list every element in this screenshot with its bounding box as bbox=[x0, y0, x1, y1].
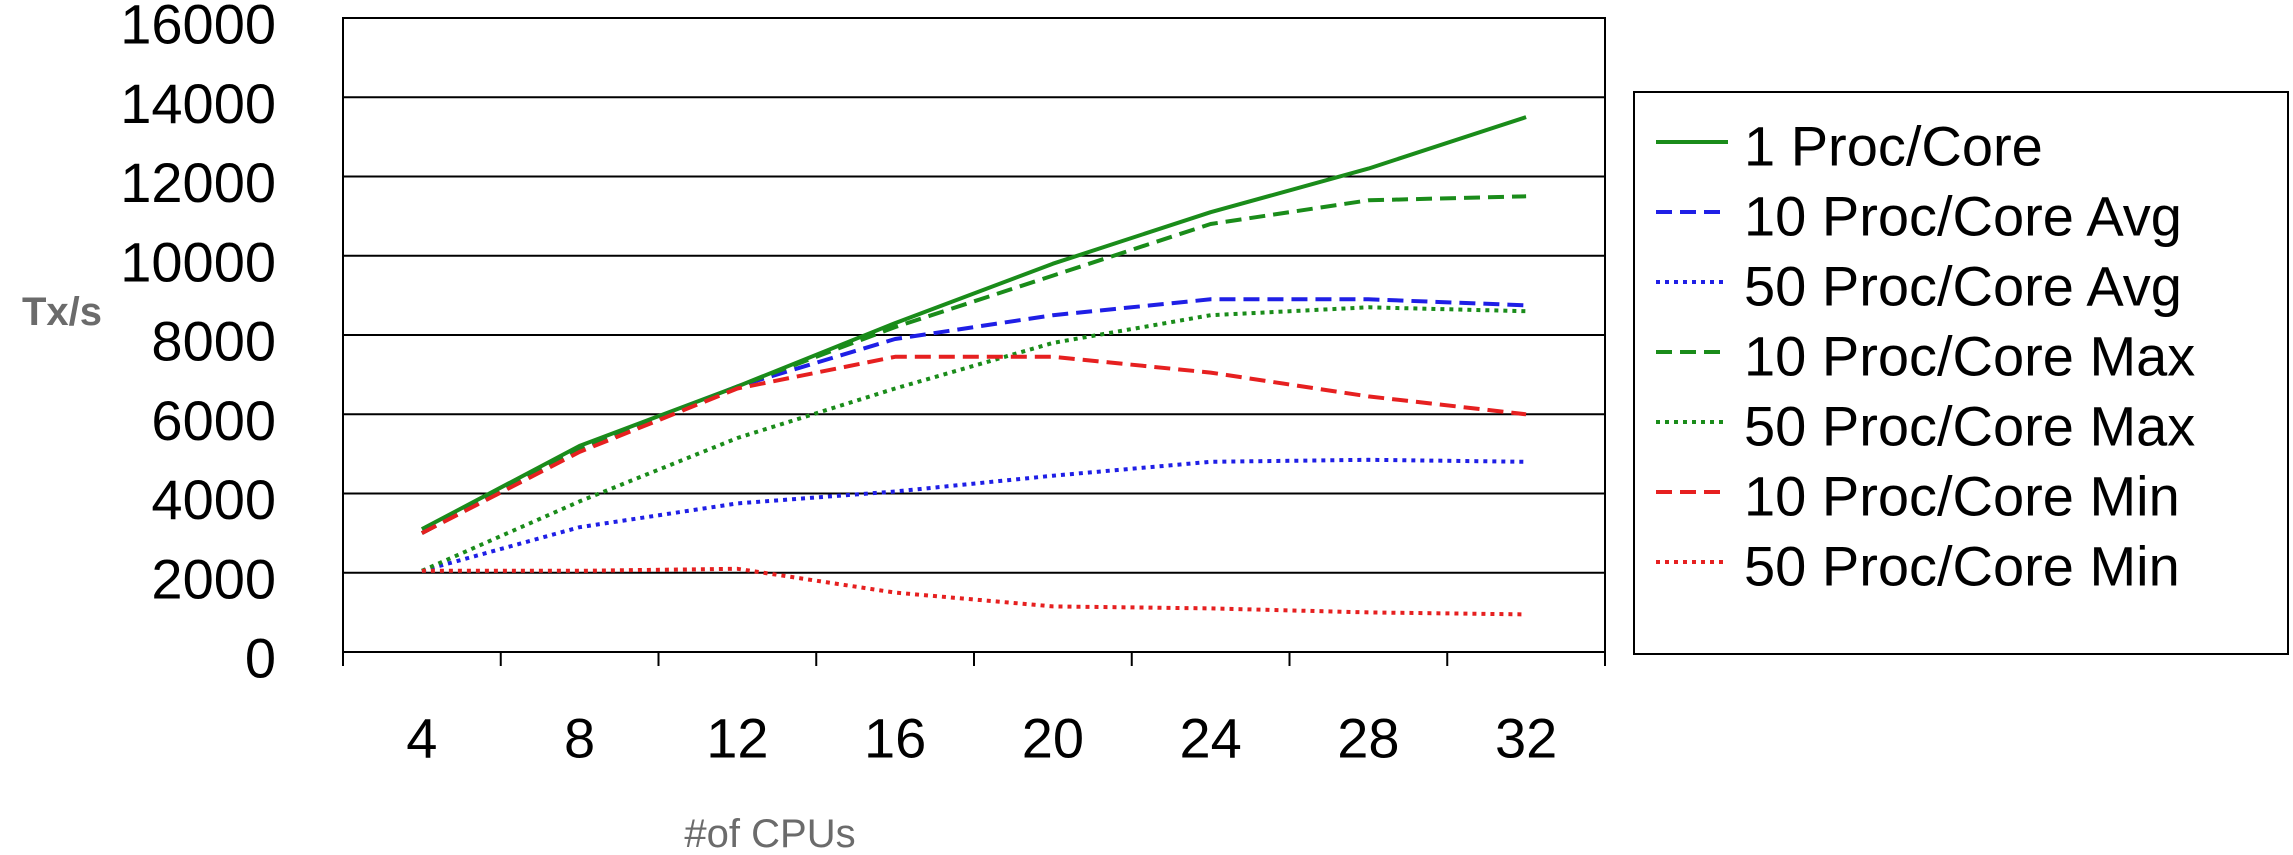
series-line-10-proc-core-min bbox=[420, 354, 1527, 535]
y-tick-label-0: 0 bbox=[245, 627, 276, 690]
legend-label-10-proc-core-avg: 10 Proc/Core Avg bbox=[1744, 185, 2182, 248]
series-line-50-proc-core-max bbox=[421, 305, 1527, 573]
y-axis-tick-labels: 0 2000 4000 6000 8000 10000 12000 14000 16000 bbox=[120, 0, 276, 690]
series-lines bbox=[420, 115, 1527, 617]
x-axis-tick-labels: 4 8 12 16 20 24 28 32 bbox=[406, 707, 1557, 770]
y-tick-label-14000: 14000 bbox=[120, 72, 276, 135]
legend-label-50-proc-core-avg: 50 Proc/Core Avg bbox=[1744, 255, 2182, 318]
series-line-50-proc-core-min bbox=[421, 566, 1527, 617]
legend-label-1-proc-core: 1 Proc/Core bbox=[1744, 115, 2043, 178]
x-tick-label-28: 28 bbox=[1337, 707, 1399, 770]
y-tick-label-6000: 6000 bbox=[151, 389, 276, 452]
legend: 1 Proc/Core 10 Proc/Core Avg 50 Proc/Core … bbox=[1633, 91, 2289, 655]
grid-lines bbox=[343, 17, 1605, 653]
legend-label-50-proc-core-min: 50 Proc/Core Min bbox=[1744, 535, 2180, 598]
y-tick-label-10000: 10000 bbox=[120, 230, 276, 293]
legend-label-50-proc-core-max: 50 Proc/Core Max bbox=[1744, 395, 2195, 458]
series-line-1-proc-core bbox=[420, 115, 1527, 531]
series-line-50-proc-core-avg bbox=[421, 457, 1527, 573]
legend-label-10-proc-core-min: 10 Proc/Core Min bbox=[1744, 465, 2180, 528]
x-axis-label: #of CPUs bbox=[684, 812, 855, 855]
x-axis-ticks bbox=[342, 652, 1606, 666]
y-tick-label-8000: 8000 bbox=[151, 310, 276, 373]
x-tick-label-16: 16 bbox=[864, 707, 926, 770]
x-tick-label-24: 24 bbox=[1179, 707, 1241, 770]
y-tick-label-12000: 12000 bbox=[120, 151, 276, 214]
y-tick-label-2000: 2000 bbox=[151, 547, 276, 610]
x-tick-label-4: 4 bbox=[406, 707, 437, 770]
x-tick-label-8: 8 bbox=[564, 707, 595, 770]
legend-box bbox=[1633, 91, 2289, 655]
x-tick-label-32: 32 bbox=[1495, 707, 1557, 770]
y-tick-label-16000: 16000 bbox=[120, 0, 276, 56]
y-axis-label: Tx/s bbox=[22, 290, 102, 334]
x-tick-label-20: 20 bbox=[1022, 707, 1084, 770]
y-tick-label-4000: 4000 bbox=[151, 468, 276, 531]
x-tick-label-12: 12 bbox=[706, 707, 768, 770]
legend-label-10-proc-core-max: 10 Proc/Core Max bbox=[1744, 325, 2195, 388]
